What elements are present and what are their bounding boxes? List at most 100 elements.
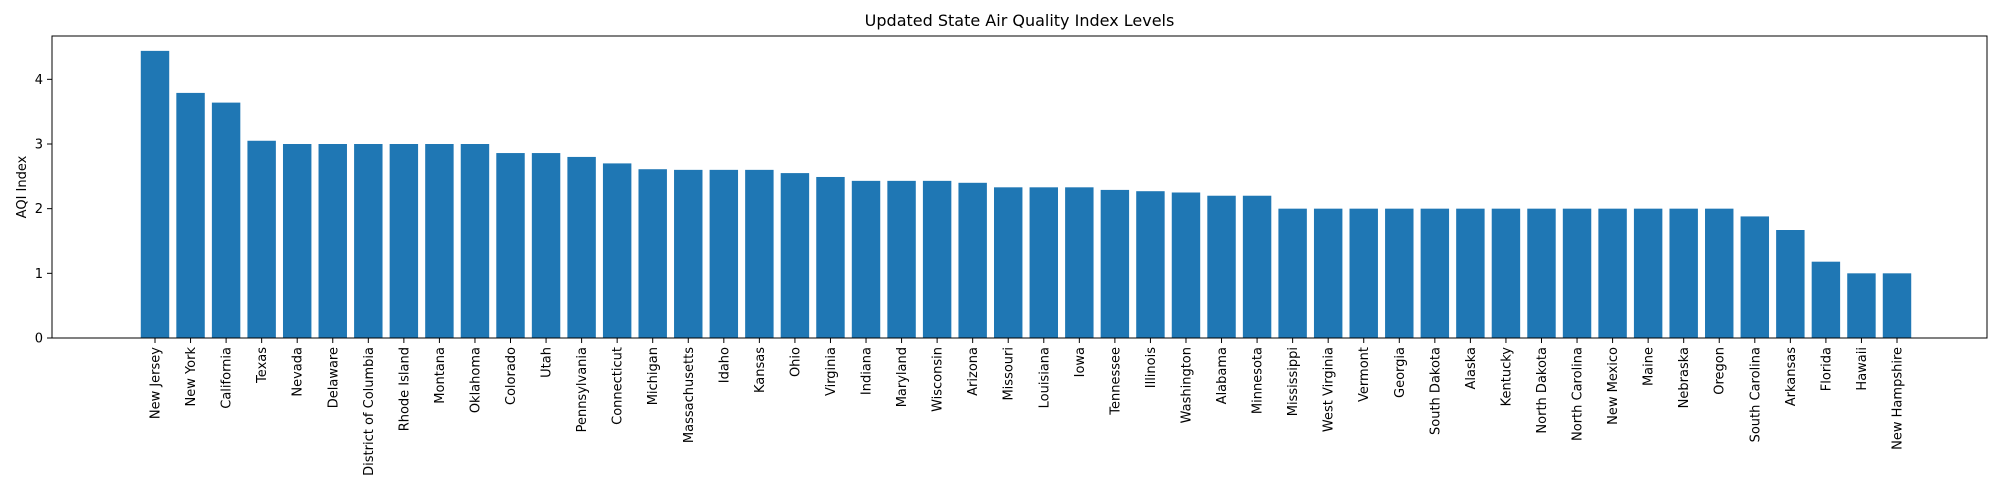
bar [745, 169, 774, 338]
bar [1065, 187, 1094, 338]
bar [1705, 208, 1734, 338]
x-tick-label: Utah [540, 347, 555, 378]
x-tick-label: South Carolina [1748, 347, 1763, 442]
x-tick-label: Idaho [717, 347, 732, 383]
x-tick-label: Washington [1179, 347, 1194, 423]
bar [1811, 261, 1841, 338]
x-tick-label: Oregon [1713, 347, 1728, 395]
bar [247, 140, 276, 338]
bar [1847, 273, 1876, 338]
bars-group [140, 50, 1912, 339]
bar [354, 144, 383, 338]
bar [1562, 208, 1592, 338]
bar [887, 180, 916, 338]
bar [780, 173, 810, 338]
x-tick-label: Kansas [753, 347, 768, 393]
bar [602, 163, 632, 338]
x-tick-label: Georgia [1393, 347, 1408, 398]
x-tick-label: Delaware [326, 347, 341, 408]
x-tick-label: Mississippi [1286, 347, 1301, 416]
x-tick-label: Missouri [1002, 347, 1017, 401]
bar [496, 153, 525, 338]
bar [1207, 195, 1236, 338]
x-tick-label: Arkansas [1784, 347, 1799, 406]
bar [1882, 273, 1912, 338]
bar [816, 176, 845, 338]
bar [140, 50, 170, 339]
x-tick-label: Pennsylvania [575, 347, 590, 432]
bar [1171, 192, 1201, 338]
bar [994, 187, 1023, 338]
bar [1527, 208, 1556, 338]
x-tick-label: Louisiana [1037, 347, 1052, 408]
x-tick-label: Maryland [895, 347, 910, 407]
bar [1420, 208, 1450, 338]
bar [460, 144, 490, 338]
bar [531, 153, 561, 338]
bar [1491, 208, 1521, 338]
bar [282, 144, 312, 338]
bar [709, 169, 739, 338]
bar [958, 182, 987, 338]
bar [1633, 208, 1663, 338]
x-tick-label: Florida [1819, 347, 1834, 391]
bar [674, 169, 703, 338]
y-tick-label: 0 [35, 332, 43, 347]
x-tick-label: Connecticut [611, 347, 626, 425]
x-tick-label: Michigan [646, 347, 661, 405]
bar [638, 169, 667, 338]
bar [851, 180, 881, 338]
y-ticks-group: 0 1 2 3 4 [35, 73, 52, 347]
bar [1349, 208, 1378, 338]
x-tick-label: Virginia [824, 347, 839, 396]
x-tick-label: New York [184, 347, 199, 407]
x-tick-label: Ohio [788, 347, 803, 377]
x-tick-label: Massachusetts [682, 347, 697, 443]
x-tick-label: California [220, 347, 235, 409]
bar [567, 156, 596, 338]
x-tick-label: Alabama [1215, 347, 1230, 404]
bar [1456, 208, 1485, 338]
x-tick-label: Texas [255, 347, 270, 384]
x-tick-label: Montana [433, 347, 448, 404]
y-tick-label: 3 [35, 138, 43, 153]
x-tick-label: North Dakota [1535, 347, 1550, 434]
x-tick-label: Arizona [966, 347, 981, 396]
bar [1136, 191, 1165, 338]
x-tick-label: Nevada [291, 347, 306, 397]
x-tick-label: Tennessee [1108, 347, 1123, 416]
bar [1776, 230, 1805, 338]
x-tick-label: North Carolina [1571, 347, 1586, 441]
bar [318, 144, 347, 338]
x-tick-label: West Virginia [1322, 347, 1337, 432]
bar [1278, 208, 1307, 338]
y-tick-label: 4 [35, 73, 43, 88]
y-tick-label: 1 [35, 267, 43, 282]
x-tick-label: District of Columbia [362, 347, 377, 476]
chart-title: Updated State Air Quality Index Levels [865, 11, 1175, 30]
x-tick-label: Colorado [504, 347, 519, 405]
x-tick-label: Rhode Island [397, 347, 412, 431]
x-tick-label: Kentucky [1499, 347, 1514, 407]
bar [1385, 208, 1414, 338]
x-tick-label: New Hampshire [1891, 347, 1906, 450]
bar [1029, 187, 1058, 338]
x-tick-label: Illinois [1144, 347, 1159, 388]
bar [1242, 195, 1272, 338]
x-tick-label: Nebraska [1677, 347, 1692, 408]
bar [1100, 189, 1130, 338]
bar [389, 144, 419, 338]
bar [1740, 216, 1770, 338]
plot-frame [51, 35, 1988, 339]
bar [211, 102, 241, 338]
x-tick-label: New Jersey [149, 347, 164, 419]
bar [922, 180, 952, 338]
bar [1313, 208, 1343, 338]
y-axis-label: AQI Index [15, 155, 30, 218]
bar [1598, 208, 1627, 338]
x-tick-label: Oklahoma [468, 347, 483, 413]
bar [176, 92, 205, 338]
x-tick-label: New Mexico [1606, 347, 1621, 425]
x-tick-label: South Dakota [1428, 347, 1443, 435]
x-tick-label: Hawaii [1855, 347, 1870, 391]
